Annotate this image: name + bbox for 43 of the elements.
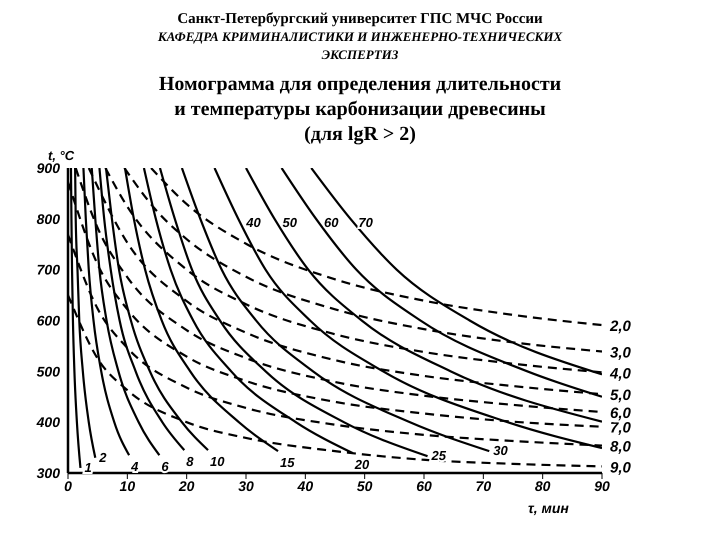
series-label: 8,0 [610,438,632,456]
series-label: 15 [280,455,296,470]
x-tick-label: 10 [120,478,136,494]
series-label: 6,0 [610,405,632,422]
x-tick-label: 70 [476,478,492,494]
series-label: 4,0 [609,365,632,382]
y-tick-label: 800 [36,210,60,227]
y-tick-label: 400 [36,414,60,430]
x-tick-label: 20 [178,478,195,494]
y-tick-label: 500 [36,363,60,380]
x-tick-label: 30 [238,478,254,494]
header-text: КАФЕДРА КРИМИНАЛИСТИКИ И ИНЖЕНЕРНО-ТЕХНИЧЕСКИХ ЭКСПЕРТИЗ [156,28,564,64]
series-label: 4 [130,459,140,474]
series-label: 20 [354,457,370,472]
x-tick-label: 60 [416,478,432,494]
x-tick-label: 80 [534,478,551,494]
series-label: 2 [98,450,108,465]
series-label: 10 [210,454,226,470]
x-tick-label: 40 [296,478,314,494]
chart-title: Номограмма для определения длительности и температуры карбонизации древесины (для lgR > 2) [158,72,562,147]
series-label: 8 [186,454,194,470]
series-label: 3,0 [610,344,632,362]
series-label: 9,0 [610,459,632,476]
x-tick-label: 90 [594,478,610,494]
series-label: 70 [358,214,374,230]
series-label: 5,0 [610,387,632,404]
x-tick-label: 0 [64,478,72,494]
series-label: 50 [282,214,298,230]
header-text: Санкт-Петербургский университет ГПС МЧС России [176,10,544,28]
series-label: 1 [84,460,92,475]
y-tick-label: 600 [36,312,60,328]
x-axis-title: τ, мин [528,500,569,516]
y-tick-label: 700 [36,262,60,278]
series-label: 30 [493,443,508,458]
series-label: 6 [161,459,170,474]
y-tick-label: 300 [36,464,60,481]
series-label: 2,0 [609,318,632,336]
series-label: 40 [245,214,262,230]
x-tick-label: 50 [356,478,373,494]
y-axis-title: t, °C [48,148,74,163]
series-label: 25 [430,448,447,464]
series-label: 7,0 [610,420,632,437]
series-label: 60 [324,214,340,230]
